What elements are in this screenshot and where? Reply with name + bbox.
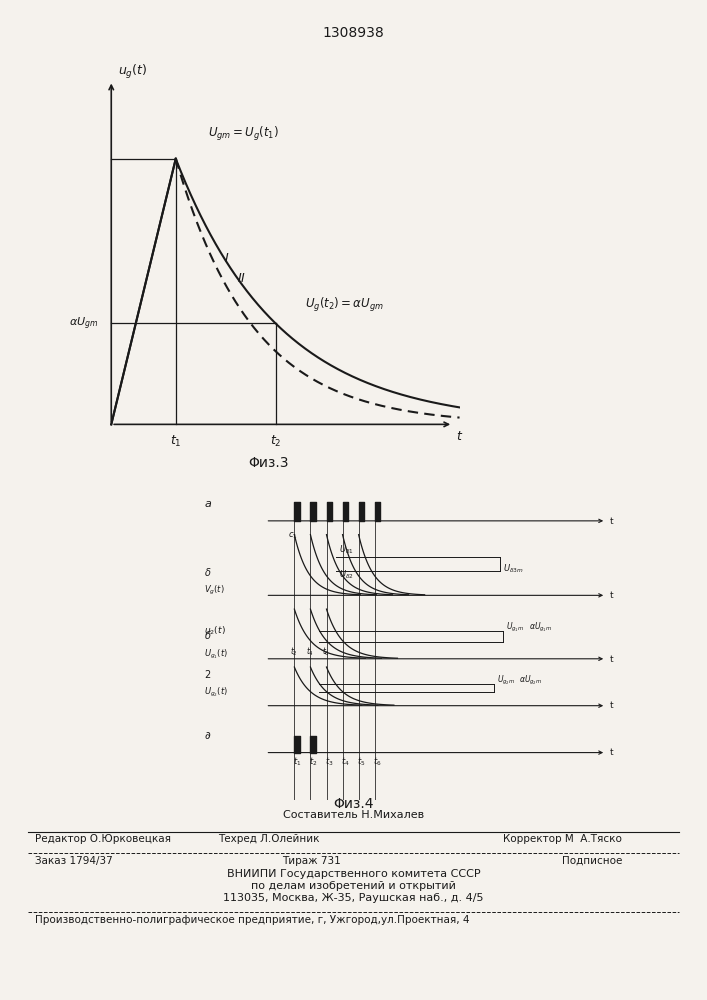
- Text: Составитель Н.Михалев: Составитель Н.Михалев: [283, 810, 424, 820]
- Text: Тираж 731: Тираж 731: [281, 856, 341, 866]
- Text: ВНИИПИ Государственного комитета СССР: ВНИИПИ Государственного комитета СССР: [227, 869, 480, 879]
- Text: Корректор М  А.Тяско: Корректор М А.Тяско: [503, 834, 622, 844]
- Text: $t_3$: $t_3$: [325, 756, 334, 768]
- Text: по делам изобретений и открытий: по делам изобретений и открытий: [251, 881, 456, 891]
- Text: t: t: [609, 655, 613, 664]
- Text: Техред Л.Олейник: Техред Л.Олейник: [218, 834, 320, 844]
- Text: $U_{g_2}(t)$: $U_{g_2}(t)$: [204, 686, 228, 699]
- Text: $\alpha U_{gm}$: $\alpha U_{gm}$: [69, 315, 98, 332]
- Text: 1308938: 1308938: [322, 26, 385, 40]
- Text: t: t: [609, 591, 613, 600]
- Text: $\delta$: $\delta$: [204, 566, 212, 578]
- Text: $t_5$: $t_5$: [357, 756, 366, 768]
- Text: $t_2$: $t_2$: [309, 756, 317, 768]
- Text: $I$: $I$: [224, 252, 230, 265]
- Text: $\partial$: $\partial$: [204, 730, 211, 741]
- Text: $U_{\delta 2}$: $U_{\delta 2}$: [339, 568, 354, 581]
- Text: $t_4$: $t_4$: [341, 756, 350, 768]
- Text: Φиз.3: Φиз.3: [248, 456, 289, 470]
- Text: $u_2(t)$: $u_2(t)$: [204, 625, 226, 637]
- Text: Производственно-полиграфическое предприятие, г, Ужгород,ул.Проектная, 4: Производственно-полиграфическое предприя…: [35, 915, 470, 925]
- Text: $U_{gm}=U_g(t_1)$: $U_{gm}=U_g(t_1)$: [208, 125, 279, 143]
- Text: $U_{\delta 1}$: $U_{\delta 1}$: [339, 544, 354, 556]
- Text: $t_2$: $t_2$: [270, 434, 281, 449]
- Text: $\it{б}$: $\it{б}$: [204, 629, 212, 641]
- Text: $\alpha U_{g_2m}$: $\alpha U_{g_2m}$: [520, 674, 543, 687]
- Text: $t_6$: $t_6$: [373, 756, 382, 768]
- Text: $u_g(t)$: $u_g(t)$: [117, 63, 147, 81]
- Text: $t_1$: $t_1$: [293, 756, 301, 768]
- Text: t: t: [609, 748, 613, 757]
- Text: $U_g(t_2)=\alpha U_{gm}$: $U_g(t_2)=\alpha U_{gm}$: [305, 296, 384, 314]
- Text: Φиз.4: Φиз.4: [333, 797, 374, 811]
- Text: t: t: [609, 517, 613, 526]
- Text: $U_{g_2m}$: $U_{g_2m}$: [497, 674, 515, 687]
- Text: $a$: $a$: [204, 499, 213, 509]
- Text: $c_1$: $c_1$: [288, 530, 298, 541]
- Text: $U_{g_1m}$: $U_{g_1m}$: [506, 621, 525, 634]
- Text: $t$: $t$: [456, 430, 464, 443]
- Text: $t_2$: $t_2$: [291, 646, 298, 658]
- Text: $\alpha U_{g_1m}$: $\alpha U_{g_1m}$: [529, 621, 552, 634]
- Text: $II$: $II$: [237, 272, 246, 285]
- Text: $t_4$: $t_4$: [306, 646, 315, 658]
- Text: Подписное: Подписное: [562, 856, 622, 866]
- Text: $U_{g_1}(t)$: $U_{g_1}(t)$: [204, 647, 228, 661]
- Text: $t_1$: $t_1$: [170, 434, 182, 449]
- Text: Заказ 1794/37: Заказ 1794/37: [35, 856, 113, 866]
- Text: $2$: $2$: [204, 668, 211, 680]
- Text: Редактор О.Юрковецкая: Редактор О.Юрковецкая: [35, 834, 171, 844]
- Text: t: t: [609, 701, 613, 710]
- Text: 113035, Москва, Ж-35, Раушская наб., д. 4/5: 113035, Москва, Ж-35, Раушская наб., д. …: [223, 893, 484, 903]
- Text: $V_g(t)$: $V_g(t)$: [204, 584, 226, 597]
- Text: $t_6$: $t_6$: [322, 646, 331, 658]
- Text: $U_{\delta 3m}$: $U_{\delta 3m}$: [503, 563, 524, 575]
